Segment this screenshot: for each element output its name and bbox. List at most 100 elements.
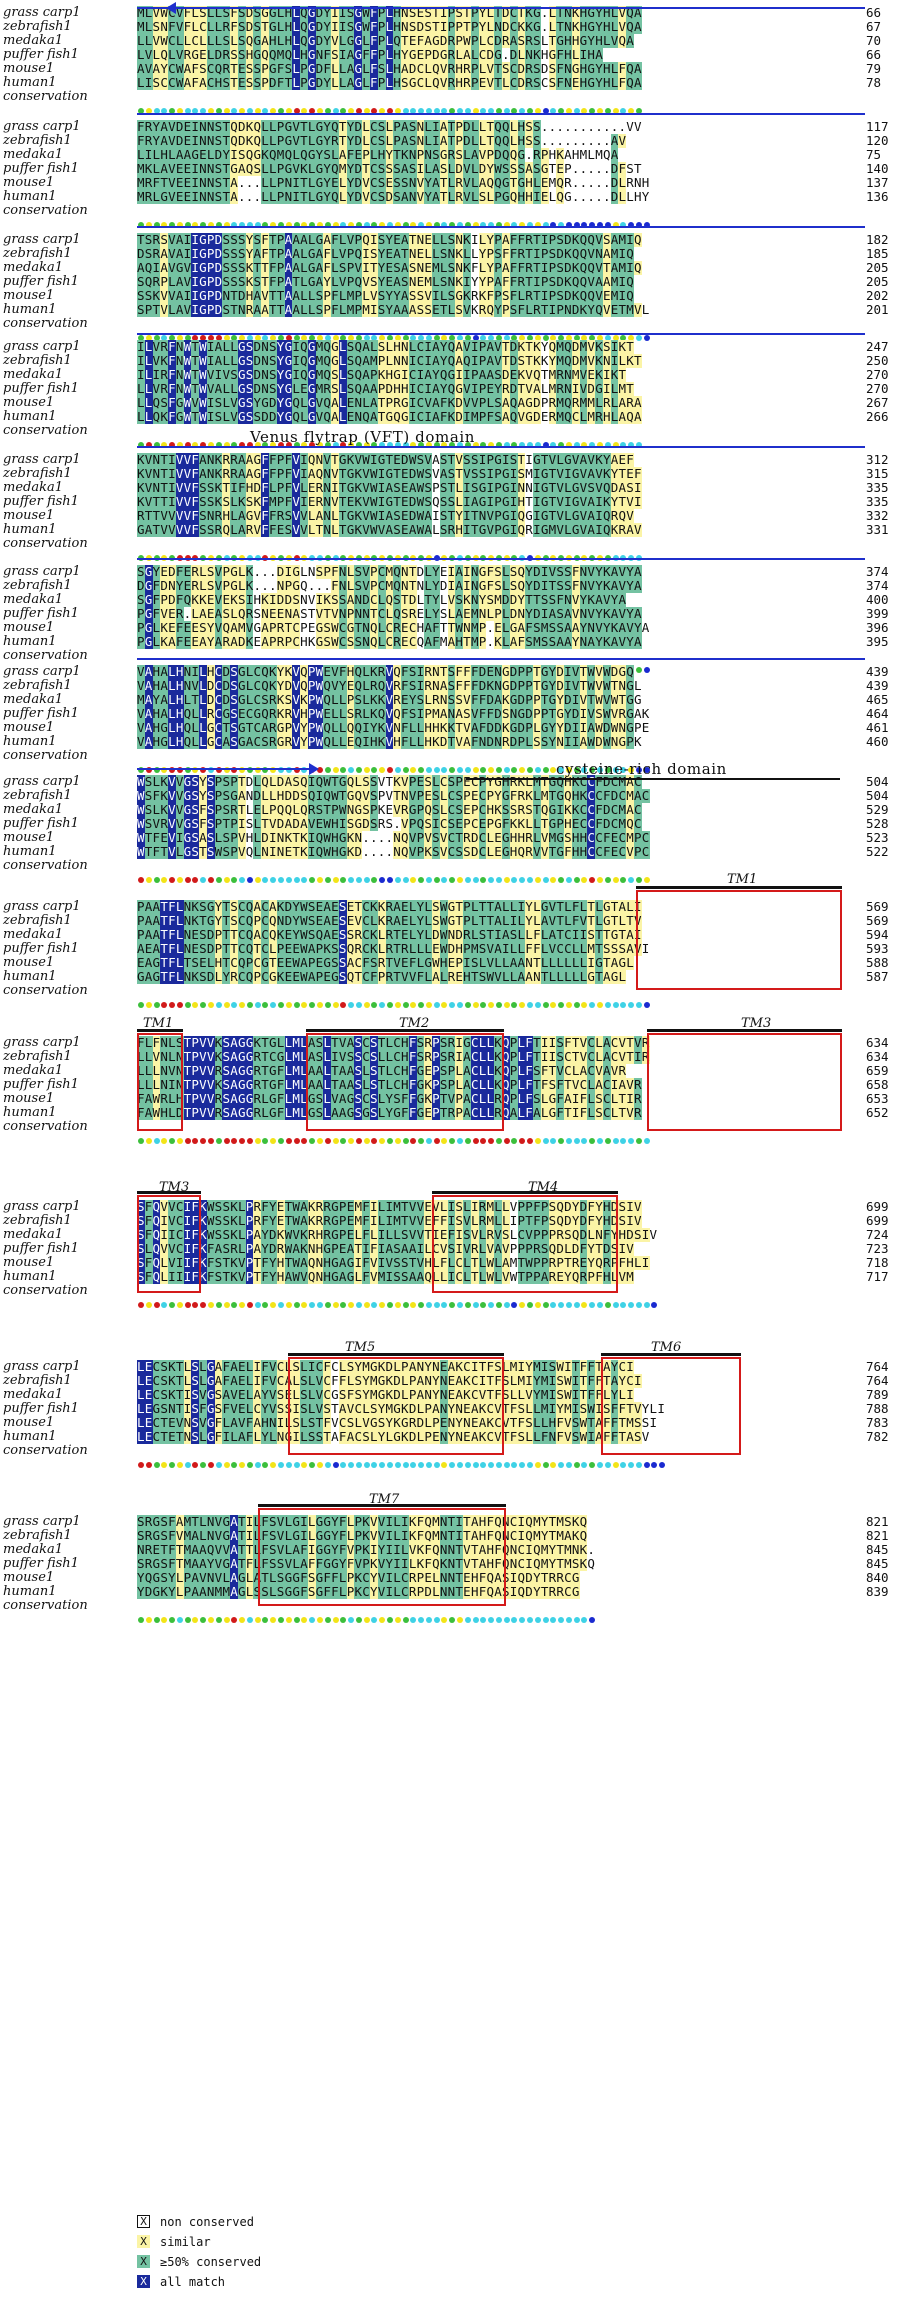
residue: T xyxy=(470,522,479,537)
residue: S xyxy=(214,175,223,190)
residue: S xyxy=(230,678,238,693)
residue: K xyxy=(494,1049,502,1064)
residue: L xyxy=(439,232,448,247)
conservation-dot xyxy=(138,108,144,114)
conservation-dot xyxy=(597,1138,604,1144)
conservation-dot xyxy=(402,335,409,341)
conservation-dot xyxy=(464,335,471,341)
residue: A xyxy=(385,480,394,495)
conservation-dot xyxy=(301,108,308,114)
conservation-dot xyxy=(355,335,362,341)
residue: G xyxy=(237,1049,246,1064)
residue: P xyxy=(377,381,386,396)
residue: A xyxy=(214,634,223,649)
residue: G xyxy=(548,816,557,831)
residue: S xyxy=(245,367,254,382)
residue: H xyxy=(455,941,464,956)
residue: K xyxy=(571,19,580,34)
residue: C xyxy=(230,955,238,970)
residue: I xyxy=(416,678,425,693)
residue: . xyxy=(307,578,316,593)
residue: C xyxy=(369,119,378,134)
residue: S xyxy=(245,61,254,76)
residue: F xyxy=(191,508,200,523)
species-label: medaka1 xyxy=(3,1227,63,1242)
residue: F xyxy=(191,1213,200,1228)
residue: H xyxy=(564,816,572,831)
residue: R xyxy=(152,246,161,261)
residue: G xyxy=(160,720,169,735)
residue: G xyxy=(540,522,549,537)
residue: Y xyxy=(292,927,301,942)
residue: V xyxy=(292,664,301,679)
conservation-dot xyxy=(441,222,448,228)
residue: S xyxy=(416,1035,425,1050)
residue: S xyxy=(315,1091,324,1106)
residue: N xyxy=(338,606,347,621)
residue: . xyxy=(571,189,580,204)
residue: V xyxy=(237,844,246,859)
residue: L xyxy=(206,33,215,48)
residue: A xyxy=(439,706,448,721)
residue-position: 464 xyxy=(866,706,889,721)
residue: A xyxy=(160,664,169,679)
residue: G xyxy=(626,706,634,721)
conservation-dot xyxy=(410,1138,417,1144)
conservation-dot xyxy=(324,1138,331,1144)
residue: S xyxy=(230,913,238,928)
residue-position: 504 xyxy=(866,788,889,803)
residue: Q xyxy=(369,634,378,649)
residue: I xyxy=(206,339,215,354)
residue: F xyxy=(408,1105,417,1120)
residue: L xyxy=(626,955,634,970)
residue: E xyxy=(393,232,402,247)
residue: K xyxy=(517,774,526,789)
residue: H xyxy=(595,33,603,48)
residue: I xyxy=(331,5,339,20)
residue: E xyxy=(276,606,285,621)
residue: L xyxy=(331,720,339,735)
residue: T xyxy=(160,955,169,970)
residue: A xyxy=(230,175,238,190)
residue: S xyxy=(338,899,347,914)
residue: L xyxy=(331,692,339,707)
conservation-dot xyxy=(565,1138,572,1144)
sequence-row: RTTVVVVFSNRHLAGVFFRSVVLANLTGKVWIASEDWAIS… xyxy=(137,509,634,523)
residue: S xyxy=(439,1035,448,1050)
sequence-row: VAHGLHQLLGCTSGTCARGPVYPWQLLQQIYKVNFLLHHK… xyxy=(137,721,650,735)
residue: H xyxy=(377,147,386,162)
residue: F xyxy=(401,664,409,679)
residue: L xyxy=(206,147,215,162)
residue: F xyxy=(369,19,378,34)
residue: L xyxy=(416,941,425,956)
residue: F xyxy=(564,844,572,859)
residue: M xyxy=(556,339,565,354)
residue: R xyxy=(447,75,456,90)
residue: S xyxy=(463,706,471,721)
residue: I xyxy=(183,246,192,261)
residue: S xyxy=(556,1035,565,1050)
residue: P xyxy=(369,367,378,382)
residue: L xyxy=(338,367,347,382)
residue: Q xyxy=(323,367,332,382)
residue: . xyxy=(556,133,565,148)
residue: P xyxy=(230,830,238,845)
residue: F xyxy=(152,578,161,593)
residue: G xyxy=(501,678,510,693)
residue: L xyxy=(509,133,518,148)
residue: T xyxy=(222,119,231,134)
residue: S xyxy=(424,466,433,481)
residue: S xyxy=(439,274,448,289)
residue: Y xyxy=(478,592,487,607)
residue: R xyxy=(323,1213,332,1228)
residue: A xyxy=(230,189,238,204)
residue: E xyxy=(183,578,192,593)
residue: S xyxy=(144,288,153,303)
residue: S xyxy=(556,606,565,621)
residue: A xyxy=(168,634,176,649)
residue: L xyxy=(307,133,316,148)
residue: S xyxy=(214,133,223,148)
residue: P xyxy=(447,1077,456,1092)
residue: L xyxy=(230,508,238,523)
species-label: zebrafish1 xyxy=(3,466,72,481)
